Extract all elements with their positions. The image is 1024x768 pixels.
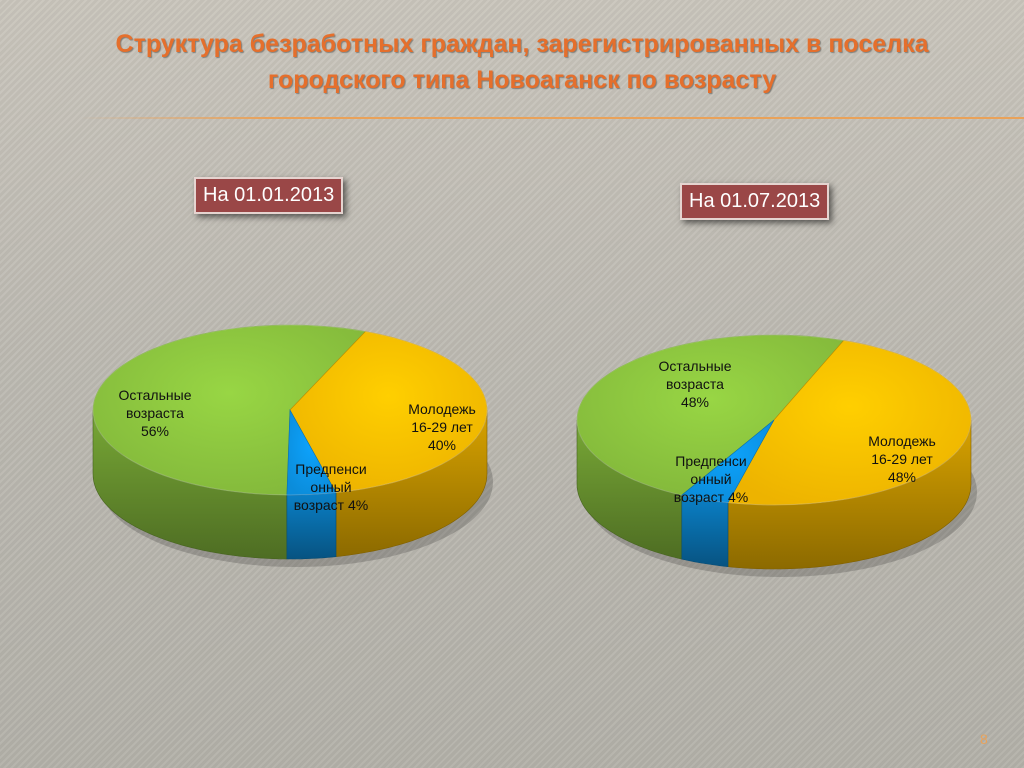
slice-label-line: 56% [141, 423, 169, 439]
pie-slice-1 [92, 324, 367, 496]
slice-label-2: Молодежь 16-29 лет 48% [868, 433, 936, 485]
slide-title: Структура безработных граждан, зарегистр… [60, 26, 984, 98]
slice-label-line: Предпенси [675, 453, 746, 469]
pie-slice-2 [727, 340, 972, 506]
slice-label-line: Молодежь [408, 401, 476, 417]
slice-label-line: возраста [666, 376, 724, 392]
slice-label-3: Предпенси онный возраст 4% [674, 453, 748, 505]
slice-label-line: онный [690, 471, 731, 487]
slice-label-line: Молодежь [868, 433, 936, 449]
slice-label-2: Молодежь 16-29 лет 40% [408, 401, 476, 453]
pie-chart-2: Остальные возраста 48% Молодежь 16-29 лет 48%… [576, 334, 977, 577]
pie-side-3 [681, 494, 729, 568]
pie-slice-3 [681, 419, 775, 504]
slice-label-line: 48% [681, 394, 709, 410]
pie-rim [92, 324, 488, 496]
slice-label-1: Остальные возраста 48% [659, 358, 732, 410]
slice-label-3: Предпенси онный возраст 4% [294, 461, 368, 513]
slice-label-line: Остальные [119, 387, 192, 403]
pie-chart-1: Остальные возраста 56% Молодежь 16-29 лет 40%… [92, 324, 493, 567]
pie-sides [92, 409, 488, 560]
pie-rim [576, 334, 972, 506]
slice-label-line: 16-29 лет [871, 451, 933, 467]
chart-2-date-label: На 01.07.2013 [680, 183, 830, 220]
slice-label-1: Остальные возраста 56% [119, 387, 192, 439]
slice-label-line: онный [310, 479, 351, 495]
slice-label-line: 48% [888, 469, 916, 485]
slice-label-line: 16-29 лет [411, 419, 473, 435]
page-number: 8 [980, 731, 988, 747]
pie-slice-1 [576, 334, 845, 496]
slice-label-line: 40% [428, 437, 456, 453]
slice-label-line: Предпенси [295, 461, 366, 477]
pie-slice-2 [289, 331, 488, 494]
title-divider [80, 117, 1024, 119]
pie-sides [576, 419, 972, 570]
title-line-1: Структура безработных граждан, зарегистр… [115, 30, 929, 58]
pie-slice-3 [286, 408, 337, 496]
title-line-2: городского типа Новоаганск по возрасту [267, 66, 777, 94]
chart-1-date-label: На 01.01.2013 [194, 177, 344, 214]
slice-label-line: возраста [126, 405, 184, 421]
slice-label-line: Остальные [659, 358, 732, 374]
slice-label-line: возраст 4% [294, 497, 368, 513]
slice-label-line: возраст 4% [674, 489, 748, 505]
